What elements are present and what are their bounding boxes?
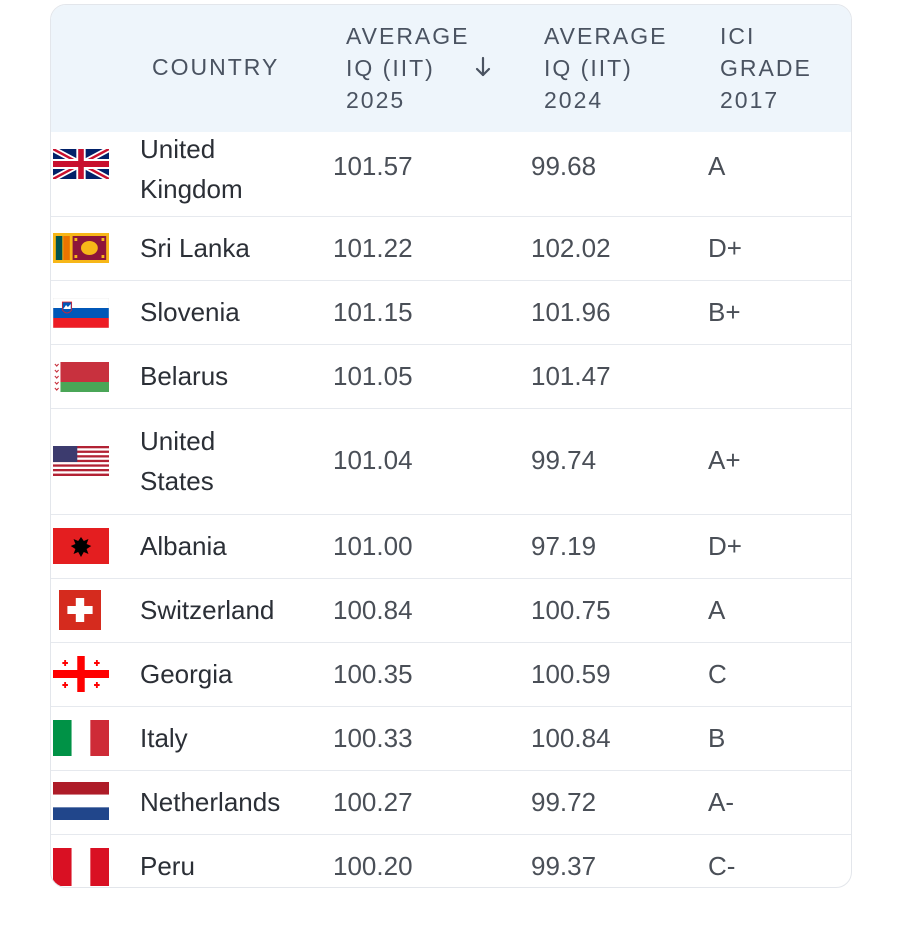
ici-grade-value: D+ <box>708 233 742 263</box>
table-header: COUNTRY AVERAGE IQ (IIT) 2025 AVERAGE IQ… <box>51 5 851 132</box>
iq-2025-value: 100.84 <box>333 595 413 625</box>
column-header-iq-2024-line-2: IQ (IIT) <box>544 55 633 81</box>
country-name: Peru <box>140 851 195 881</box>
country-name: United States <box>140 426 216 496</box>
country-name: Belarus <box>140 361 229 391</box>
iq-2024-value: 102.02 <box>531 233 611 263</box>
column-header-ici-grade-line-1: ICI <box>720 23 756 49</box>
column-header-iq-2025-line-2: IQ (IIT) <box>346 55 435 81</box>
iq-2025-value: 101.57 <box>333 151 413 181</box>
belarus-flag-icon <box>53 362 109 392</box>
column-header-country[interactable]: COUNTRY <box>152 54 280 80</box>
netherlands-flag-icon <box>53 782 109 820</box>
country-name: Albania <box>140 531 227 561</box>
table-row[interactable]: Georgia 100.35 100.59 C <box>51 642 851 707</box>
peru-flag-icon <box>53 848 109 886</box>
albania-flag-icon <box>53 528 109 564</box>
iq-2025-value: 101.00 <box>333 531 413 561</box>
iq-2025-value: 101.04 <box>333 445 413 475</box>
iq-2025-value: 100.27 <box>333 787 413 817</box>
italy-flag-icon <box>53 720 109 756</box>
slovenia-flag-icon <box>53 298 109 328</box>
table-row[interactable]: Peru 100.20 99.37 C- <box>51 834 851 887</box>
column-header-ici-grade[interactable]: ICI GRADE 2017 <box>720 20 812 116</box>
ici-grade-value: A+ <box>708 445 741 475</box>
column-header-ici-grade-line-2: GRADE <box>720 55 812 81</box>
country-name: Slovenia <box>140 297 240 327</box>
ici-grade-value: A <box>708 151 726 181</box>
table-row[interactable]: Netherlands 100.27 99.72 A- <box>51 770 851 835</box>
table-row[interactable]: Albania 101.00 97.19 D+ <box>51 514 851 579</box>
table-row[interactable]: United Kingdom 101.57 99.68 A <box>51 132 851 217</box>
iq-2024-value: 97.19 <box>531 531 597 561</box>
table-row[interactable]: United States 101.04 99.74 A+ <box>51 408 851 515</box>
iq-2024-value: 99.74 <box>531 445 597 475</box>
ici-grade-value: D+ <box>708 531 742 561</box>
column-header-iq-2024-line-1: AVERAGE <box>544 23 668 49</box>
iq-2024-value: 101.96 <box>531 297 611 327</box>
table-row[interactable]: Belarus 101.05 101.47 <box>51 344 851 409</box>
iq-2024-value: 99.72 <box>531 787 597 817</box>
iq-2025-value: 101.05 <box>333 361 413 391</box>
table-row[interactable]: Italy 100.33 100.84 B <box>51 706 851 771</box>
ici-grade-value: B+ <box>708 297 741 327</box>
column-header-iq-2025-line-3: 2025 <box>346 87 406 113</box>
column-header-iq-2025-line-1: AVERAGE <box>346 23 470 49</box>
iq-2024-value: 99.37 <box>531 851 597 881</box>
ici-grade-value: A- <box>708 787 734 817</box>
iq-2025-value: 100.33 <box>333 723 413 753</box>
ici-grade-value: A <box>708 595 726 625</box>
country-name: Georgia <box>140 659 233 689</box>
iq-2024-value: 99.68 <box>531 151 597 181</box>
table-row[interactable]: Sri Lanka 101.22 102.02 D+ <box>51 216 851 281</box>
column-header-iq-2024[interactable]: AVERAGE IQ (IIT) 2024 <box>544 20 668 116</box>
iq-2025-value: 101.15 <box>333 297 413 327</box>
uk-flag-icon <box>53 149 109 179</box>
switzerland-flag-icon <box>59 590 101 630</box>
sri-lanka-flag-icon <box>53 233 109 263</box>
column-header-iq-2025[interactable]: AVERAGE IQ (IIT) 2025 <box>346 20 470 116</box>
table-row[interactable]: Switzerland 100.84 100.75 A <box>51 578 851 643</box>
column-header-iq-2024-line-3: 2024 <box>544 87 604 113</box>
georgia-flag-icon <box>53 656 109 692</box>
country-name: Italy <box>140 723 188 753</box>
column-header-ici-grade-line-3: 2017 <box>720 87 780 113</box>
country-name: Sri Lanka <box>140 233 250 263</box>
usa-flag-icon <box>53 446 109 476</box>
iq-2024-value: 101.47 <box>531 361 611 391</box>
country-name: United Kingdom <box>140 134 243 204</box>
iq-2024-value: 100.59 <box>531 659 611 689</box>
ici-grade-value: C <box>708 659 727 689</box>
country-name: Switzerland <box>140 595 275 625</box>
ranking-table: COUNTRY AVERAGE IQ (IIT) 2025 AVERAGE IQ… <box>50 4 852 888</box>
country-name: Netherlands <box>140 787 281 817</box>
table-row[interactable]: Slovenia 101.15 101.96 B+ <box>51 280 851 345</box>
ici-grade-value: B <box>708 723 726 753</box>
ici-grade-value: C- <box>708 851 736 881</box>
iq-2025-value: 100.35 <box>333 659 413 689</box>
iq-2024-value: 100.84 <box>531 723 611 753</box>
iq-2025-value: 101.22 <box>333 233 413 263</box>
iq-2024-value: 100.75 <box>531 595 611 625</box>
iq-2025-value: 100.20 <box>333 851 413 881</box>
sort-descending-icon[interactable] <box>475 55 491 79</box>
